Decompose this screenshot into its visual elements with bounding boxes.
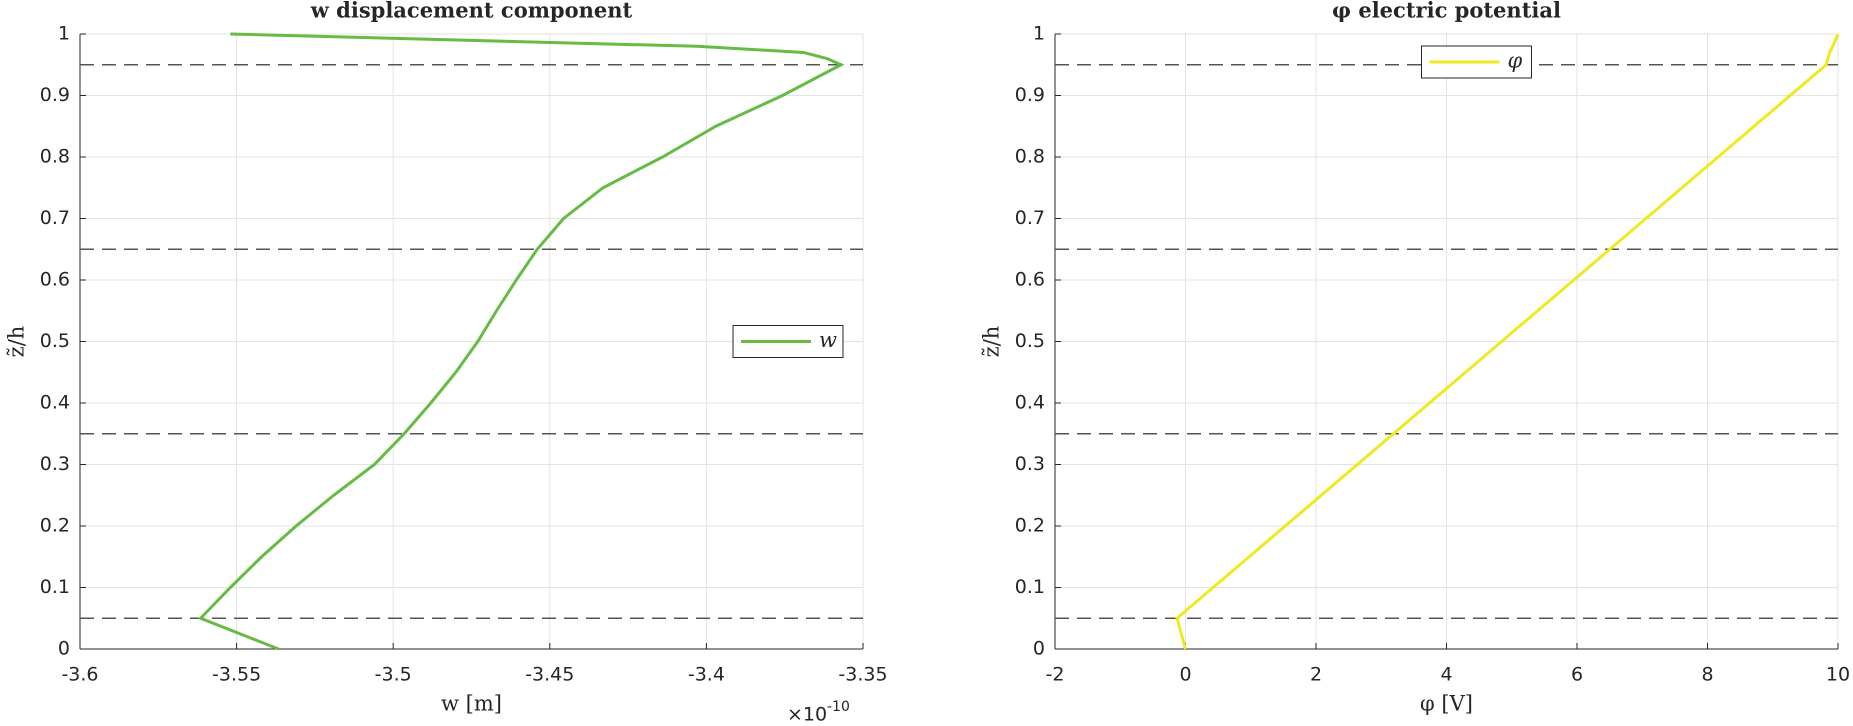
x-axis-label: φ [V] (1420, 692, 1473, 716)
x-tick-label: 6 (1571, 664, 1583, 686)
data-line (1175, 33, 1840, 650)
x-multiplier-exponent: -10 (827, 699, 850, 715)
x-tick-label: 2 (1310, 664, 1322, 686)
y-tick-label: 0.9 (1015, 84, 1045, 106)
y-tick-label: 0.8 (40, 146, 70, 168)
x-tick-label: -3.6 (61, 664, 98, 686)
x-axis-label: w [m] (441, 692, 502, 716)
y-tick-label: 0.2 (1015, 515, 1045, 537)
x-tick-label: -3.5 (375, 664, 412, 686)
x-tick-label: -3.55 (212, 664, 261, 686)
data-line (197, 32, 845, 651)
y-tick-label: 0.2 (40, 515, 70, 537)
x-tick-label: -3.4 (688, 664, 725, 686)
y-tick-label: 0.5 (1015, 330, 1045, 352)
y-tick-label: 0.7 (1015, 207, 1045, 229)
y-tick-label: 0.4 (40, 392, 70, 414)
chart-title: φ electric potential (1332, 0, 1561, 23)
y-tick-label: 0.3 (1015, 453, 1045, 475)
x-tick-label: -2 (1046, 664, 1065, 686)
y-axis-label: z̃/h (5, 326, 29, 358)
y-tick-label: 0.5 (40, 330, 70, 352)
y-tick-label: 0.9 (40, 84, 70, 106)
legend-label: w (819, 328, 837, 352)
y-tick-label: 0.1 (1015, 576, 1045, 598)
x-tick-label: -3.35 (838, 664, 887, 686)
y-tick-label: 0.3 (40, 453, 70, 475)
y-tick-label: 0.1 (40, 576, 70, 598)
x-tick-label: 8 (1701, 664, 1713, 686)
chart-title: w displacement component (310, 0, 633, 23)
x-tick-label: 10 (1826, 664, 1850, 686)
y-axis-label: z̃/h (980, 326, 1004, 358)
y-tick-label: 0.6 (1015, 269, 1045, 291)
y-tick-label: 0.6 (40, 269, 70, 291)
x-tick-label: -3.45 (525, 664, 574, 686)
x-multiplier: ×10 (787, 704, 827, 726)
y-tick-label: 0 (58, 638, 70, 660)
x-tick-label: 0 (1179, 664, 1191, 686)
y-tick-label: 0.4 (1015, 392, 1045, 414)
y-tick-label: 0.7 (40, 207, 70, 229)
legend-label: φ (1508, 49, 1523, 73)
y-tick-label: 0 (1033, 638, 1045, 660)
x-tick-label: 4 (1440, 664, 1452, 686)
y-tick-label: 0.8 (1015, 146, 1045, 168)
y-tick-label: 1 (1033, 23, 1045, 45)
y-tick-label: 1 (58, 23, 70, 45)
